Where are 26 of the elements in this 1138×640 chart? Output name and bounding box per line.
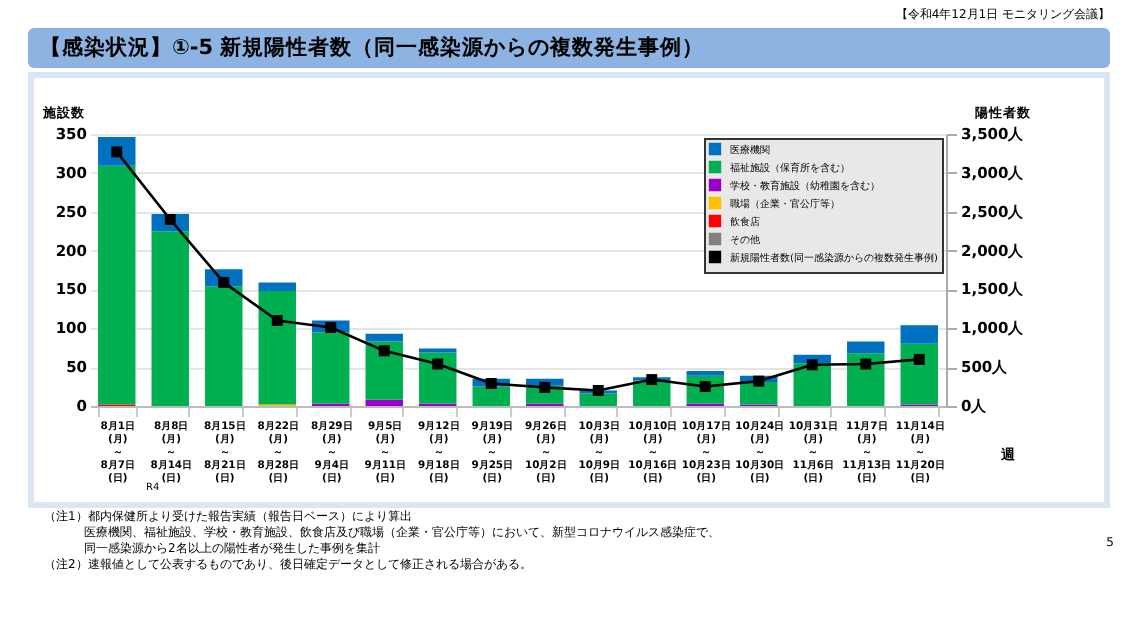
bar	[472, 386, 510, 406]
bar	[151, 231, 189, 406]
point	[753, 375, 765, 387]
bar	[312, 332, 350, 404]
chart-title: 【感染状況】①-5 新規陽性者数（同一感染源からの複数発生事例）	[28, 28, 1110, 68]
bar	[258, 290, 296, 405]
bar	[847, 341, 885, 354]
bar	[365, 341, 403, 400]
point	[806, 359, 818, 371]
point	[539, 381, 551, 393]
point	[913, 353, 925, 365]
bar	[205, 286, 243, 406]
bar	[579, 393, 617, 406]
bar	[900, 325, 938, 344]
point	[378, 345, 390, 357]
point	[592, 384, 604, 396]
point	[271, 315, 283, 326]
bar	[900, 343, 938, 405]
point	[860, 358, 872, 370]
bar	[793, 363, 831, 406]
point	[485, 377, 497, 389]
point	[432, 358, 444, 370]
bar	[258, 282, 296, 291]
point	[646, 374, 658, 386]
bar	[365, 399, 403, 406]
bar	[98, 165, 136, 405]
